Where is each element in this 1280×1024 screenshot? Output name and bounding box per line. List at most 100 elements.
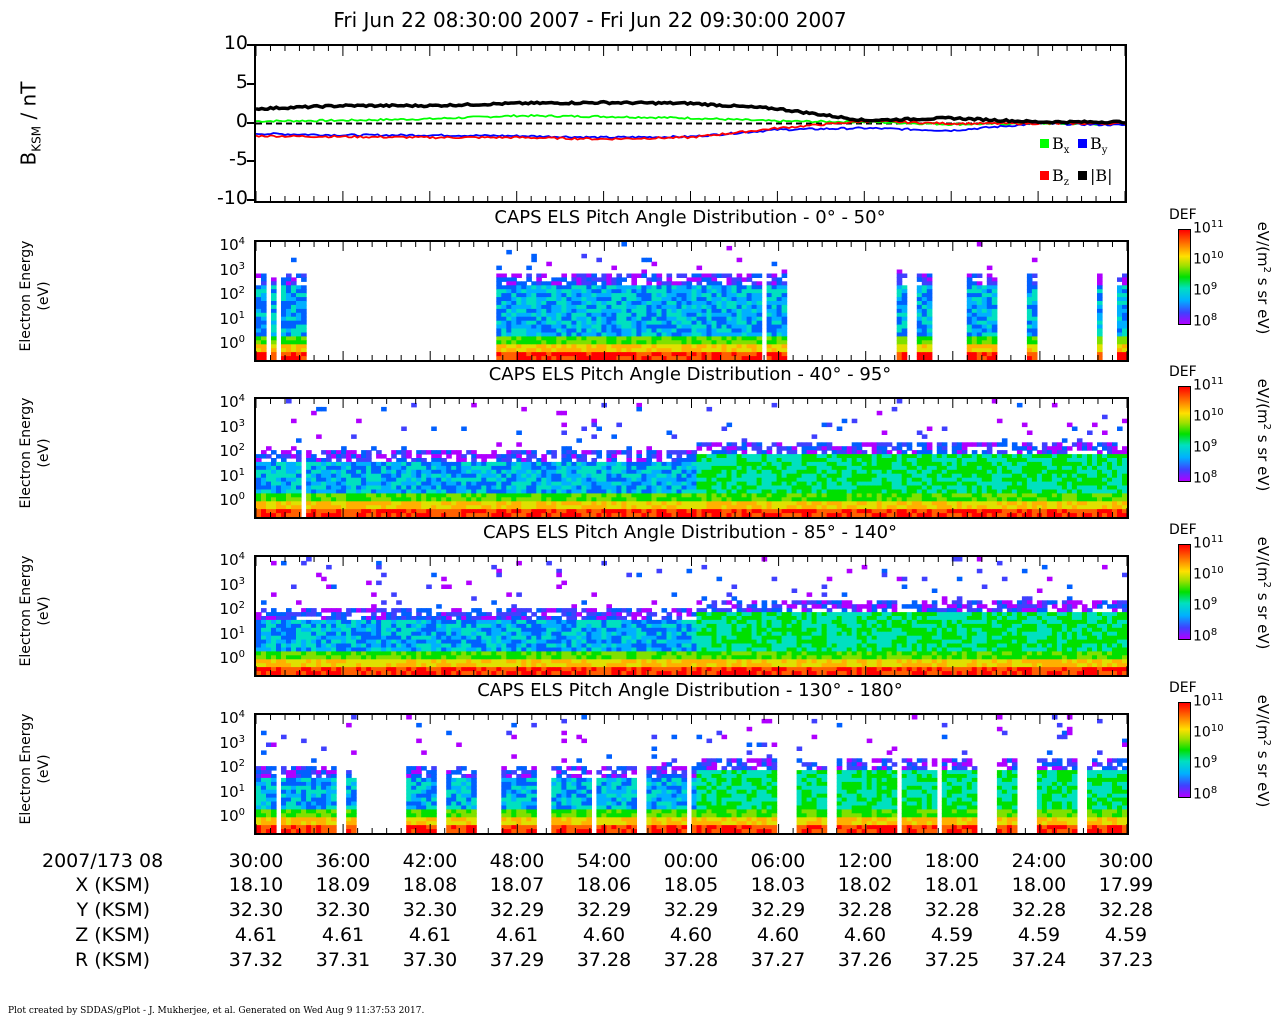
heatmap-cell xyxy=(786,509,793,514)
heatmap-cell xyxy=(816,469,823,475)
heatmap-cell xyxy=(716,340,723,345)
heatmap-cell xyxy=(951,489,958,494)
heatmap-cell xyxy=(971,273,978,278)
heatmap-cell xyxy=(986,320,993,326)
heatmap-cell xyxy=(271,461,277,467)
heatmap-cell xyxy=(836,473,843,479)
heatmap-cell xyxy=(426,461,432,467)
heatmap-cell xyxy=(281,336,287,341)
heatmap-cell xyxy=(666,469,673,475)
heatmap-cell xyxy=(736,446,743,451)
heatmap-cell xyxy=(406,481,412,487)
heatmap-cell xyxy=(1021,501,1028,506)
heatmap-cell xyxy=(516,336,522,341)
heatmap-cell xyxy=(521,316,527,322)
heatmap-cell xyxy=(876,501,883,506)
heatmap-cell xyxy=(351,477,357,483)
spectrogram-panel xyxy=(254,397,1129,519)
heatmap-cell xyxy=(766,308,773,314)
heatmap-cell xyxy=(1097,273,1103,278)
heatmap-cell xyxy=(921,332,928,337)
heatmap-cell xyxy=(646,509,652,514)
heatmap-cell xyxy=(606,324,612,330)
heatmap-cell xyxy=(516,301,522,306)
heatmap-cell xyxy=(601,308,607,314)
heatmap-cell xyxy=(1031,324,1038,330)
heatmap-cell xyxy=(1021,442,1028,447)
heatmap-cell xyxy=(751,493,758,498)
heatmap-cell xyxy=(571,450,577,455)
heatmap-cell xyxy=(546,336,552,341)
heatmap-cell xyxy=(366,465,372,471)
heatmap-cell xyxy=(631,328,637,333)
heatmap-cell xyxy=(376,477,382,483)
heatmap-cell xyxy=(896,485,903,490)
heatmap-cell xyxy=(296,481,302,487)
heatmap-cell xyxy=(746,469,753,475)
heatmap-cell xyxy=(671,332,678,337)
heatmap-cell xyxy=(776,489,783,494)
heatmap-cell xyxy=(1051,458,1058,463)
heatmap-cell xyxy=(1081,497,1088,502)
heatmap-cell xyxy=(281,312,287,318)
heatmap-cell xyxy=(1021,493,1028,498)
heatmap-cell xyxy=(656,481,663,487)
heatmap-cell xyxy=(711,501,718,506)
heatmap-cell xyxy=(741,297,748,302)
heatmap-cell xyxy=(926,481,933,487)
heatmap-cell xyxy=(401,485,407,490)
heatmap-cell xyxy=(611,473,617,479)
heatmap-cell xyxy=(791,461,798,467)
heatmap-cell xyxy=(901,285,908,290)
heatmap-cell xyxy=(941,505,948,510)
heatmap-cell xyxy=(571,489,577,494)
heatmap-cell xyxy=(981,477,988,483)
heatmap-cell xyxy=(1026,481,1033,487)
heatmap-cell xyxy=(496,509,502,514)
heatmap-cell xyxy=(541,489,547,494)
heatmap-cell xyxy=(391,513,397,517)
heatmap-cell xyxy=(666,340,673,345)
heatmap-cell xyxy=(971,324,978,330)
heatmap-cell xyxy=(586,336,592,341)
heatmap-cell xyxy=(501,320,507,326)
heatmap-cell xyxy=(561,493,567,498)
heatmap-cell xyxy=(696,356,703,360)
heatmap-cell xyxy=(876,505,883,510)
heatmap-cell xyxy=(671,485,678,490)
heatmap-cell xyxy=(736,356,743,360)
heatmap-cell xyxy=(546,505,552,510)
heatmap-cell xyxy=(1041,450,1048,455)
heatmap-cell xyxy=(841,513,848,517)
heatmap-cell xyxy=(281,505,287,510)
heatmap-cell xyxy=(486,489,492,494)
heatmap-cell xyxy=(451,513,457,517)
heatmap-cell xyxy=(616,293,622,298)
heatmap-cell xyxy=(971,497,978,502)
heatmap-cell xyxy=(411,501,417,506)
heatmap-cell xyxy=(901,301,908,306)
heatmap-cell xyxy=(721,328,728,333)
heatmap-cell xyxy=(341,509,347,514)
heatmap-cell xyxy=(771,509,778,514)
heatmap-cell xyxy=(746,454,753,459)
heatmap-cell xyxy=(281,293,287,298)
heatmap-cell xyxy=(271,316,277,322)
heatmap-cell xyxy=(676,332,683,337)
heatmap-cell xyxy=(976,344,983,349)
heatmap-cell xyxy=(376,481,382,487)
legend-bmag: |B| xyxy=(1078,166,1113,185)
heatmap-cell xyxy=(1016,481,1023,487)
heatmap-cell xyxy=(846,473,853,479)
heatmap-cell xyxy=(726,340,733,345)
heatmap-cell xyxy=(1041,505,1048,510)
heatmap-cell xyxy=(641,304,647,310)
heatmap-cell xyxy=(471,473,477,479)
heatmap-cell xyxy=(896,458,903,463)
heatmap-cell xyxy=(701,489,708,494)
heatmap-cell xyxy=(286,332,292,337)
heatmap-cell xyxy=(476,473,482,479)
heatmap-cell xyxy=(511,301,517,306)
heatmap-cell xyxy=(626,356,632,360)
heatmap-cell xyxy=(271,509,277,514)
